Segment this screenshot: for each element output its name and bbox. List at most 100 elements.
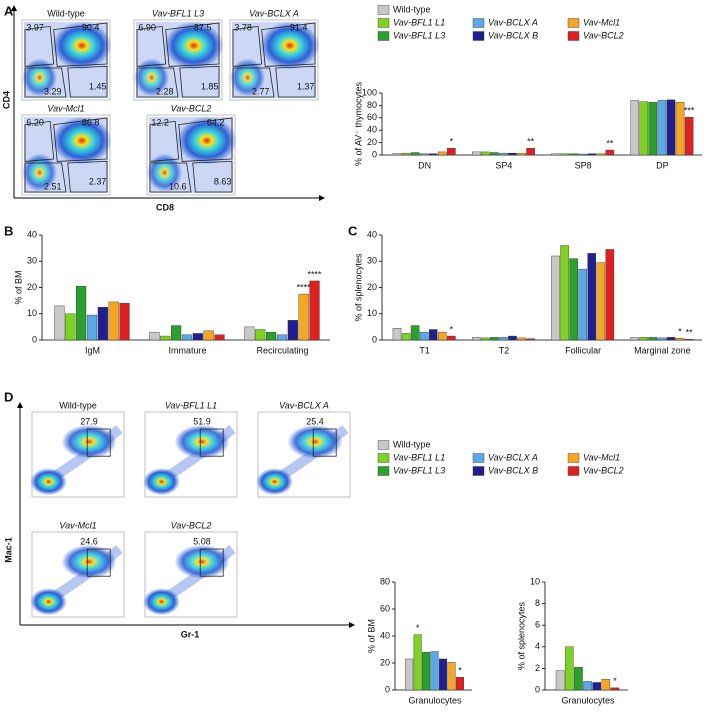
flow-title: Vav-BCLX A xyxy=(249,8,299,18)
significance: * xyxy=(458,666,462,676)
legend-swatch xyxy=(377,440,390,450)
x-tick-label: Marginal zone xyxy=(634,345,691,355)
significance: **** xyxy=(297,282,312,292)
bar xyxy=(526,338,535,341)
bar xyxy=(578,153,587,156)
legend-label: Vav-Mcl1 xyxy=(583,17,620,27)
legend-label: Vav-BCLX A xyxy=(488,17,538,27)
y-axis-label: % of splenocytes xyxy=(516,601,526,670)
flow-title: Wild-type xyxy=(47,8,85,18)
bar xyxy=(65,313,76,341)
density xyxy=(143,468,180,496)
density xyxy=(143,588,180,616)
gate-value: 6.90 xyxy=(138,22,156,32)
flow-plot: Vav-BFL1 L1 51.9 xyxy=(143,400,238,498)
y-tick-label: 10 xyxy=(27,308,37,318)
bar xyxy=(410,325,420,341)
bar xyxy=(413,634,422,691)
y-tick-label: 20 xyxy=(367,282,377,292)
significance: * xyxy=(450,137,454,147)
bar xyxy=(508,335,517,341)
gate-value: 10.6 xyxy=(169,181,187,191)
bar xyxy=(499,152,508,156)
legend-label: Vav-BCL2 xyxy=(583,465,624,475)
bar xyxy=(508,152,517,156)
flow-plot: Vav-BCLX A 25.4 xyxy=(256,400,351,498)
flow-x-label: CD8 xyxy=(156,202,174,212)
x-tick-label: Recirculating xyxy=(256,345,308,355)
bar xyxy=(517,152,526,156)
bar xyxy=(108,301,119,341)
density xyxy=(176,116,237,165)
bar xyxy=(675,102,685,156)
significance: ** xyxy=(606,138,614,148)
y-tick-label: 40 xyxy=(380,630,390,640)
bar xyxy=(499,337,508,341)
bar xyxy=(601,679,611,691)
bar xyxy=(428,329,438,341)
bar xyxy=(596,262,606,341)
bar xyxy=(569,258,578,341)
panel-label: C xyxy=(348,223,358,238)
y-tick-label: 30 xyxy=(367,256,377,266)
gate xyxy=(67,160,108,193)
gate xyxy=(232,67,275,98)
flow-plot: Vav-BCLX A 3.78 91.4 2.77 1.37 xyxy=(229,8,320,101)
bar xyxy=(583,681,592,691)
significance: *** xyxy=(684,106,695,116)
bar xyxy=(560,153,569,156)
density xyxy=(30,468,67,496)
y-tick-label: 20 xyxy=(367,137,377,147)
bar xyxy=(610,687,620,691)
y-tick-label: 80 xyxy=(367,100,377,110)
bar xyxy=(410,152,420,156)
bar xyxy=(266,331,277,341)
x-tick-label: Follicular xyxy=(565,345,601,355)
bar xyxy=(587,153,597,156)
y-tick-label: 40 xyxy=(27,229,37,239)
legend-label: Wild-type xyxy=(393,4,431,14)
gate xyxy=(136,25,167,67)
density xyxy=(259,21,320,70)
density xyxy=(61,544,117,579)
gate xyxy=(136,67,179,98)
bar xyxy=(255,329,266,341)
bar xyxy=(574,667,583,691)
bar xyxy=(675,337,685,341)
gate-value: 24.6 xyxy=(80,537,98,547)
bar xyxy=(54,305,65,341)
legend-label: Vav-BFL1 L1 xyxy=(393,452,445,462)
flow-title: Vav-BCL2 xyxy=(171,520,212,530)
gate xyxy=(53,117,108,162)
legend-swatch xyxy=(377,466,390,476)
density xyxy=(174,424,230,459)
flow-title: Vav-BCL2 xyxy=(171,103,212,113)
gate xyxy=(192,160,233,193)
gate xyxy=(24,120,55,162)
legend-swatch xyxy=(472,18,485,28)
bar xyxy=(97,306,108,341)
bar xyxy=(447,662,456,691)
legend-swatch xyxy=(377,453,390,463)
y-axis-label: % of splenocytes xyxy=(353,253,363,322)
bar xyxy=(86,314,98,341)
panel-label: A xyxy=(4,3,14,18)
y-tick-label: 40 xyxy=(367,229,377,239)
density xyxy=(256,468,293,496)
significance: * xyxy=(416,623,420,633)
flow-title: Wild-type xyxy=(59,400,97,410)
bar xyxy=(298,293,309,341)
x-tick-label: IgM xyxy=(85,345,100,355)
gate xyxy=(86,548,111,577)
gate xyxy=(275,65,316,98)
legend-swatch xyxy=(472,453,485,463)
bar xyxy=(639,101,649,156)
legend-label: Wild-type xyxy=(393,439,431,449)
gate xyxy=(199,428,224,457)
gate xyxy=(24,67,67,98)
gate xyxy=(261,22,316,67)
bar xyxy=(192,333,203,341)
bar xyxy=(447,147,456,156)
